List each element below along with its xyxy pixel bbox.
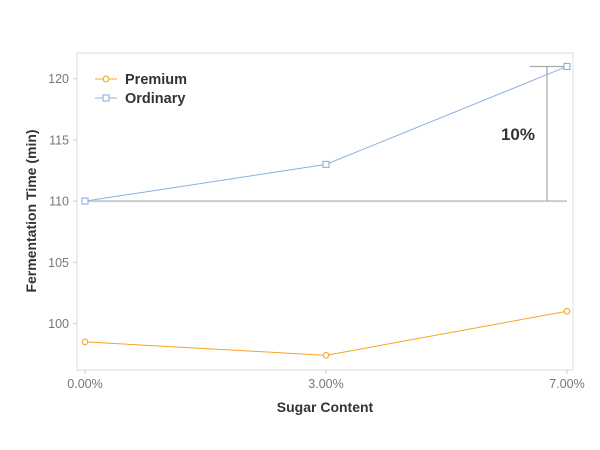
x-axis-label: Sugar Content (277, 399, 374, 415)
legend-label: Ordinary (125, 91, 185, 107)
data-point (563, 62, 571, 71)
legend-item-premium[interactable]: Premium (95, 72, 187, 88)
series-premium (81, 307, 571, 359)
y-tick-label: 105 (48, 256, 69, 270)
data-point (81, 338, 89, 346)
y-axis-label: Fermentation Time (min) (23, 129, 39, 292)
x-tick-label: 7.00% (549, 377, 584, 391)
annotation-label: 10% (501, 125, 535, 144)
data-point (81, 197, 89, 205)
y-tick-label: 100 (48, 317, 69, 331)
data-point (322, 351, 330, 359)
x-tick-label: 0.00% (67, 377, 102, 391)
legend-item-ordinary[interactable]: Ordinary (95, 91, 185, 107)
legend-label: Premium (125, 72, 187, 88)
series-ordinary (81, 62, 571, 205)
legend-marker (102, 75, 110, 83)
y-tick-label: 115 (49, 133, 69, 147)
data-point (322, 160, 330, 168)
data-point (563, 307, 571, 315)
y-tick-label: 120 (48, 72, 69, 86)
x-tick-label: 3.00% (308, 377, 343, 391)
plot-area (76, 52, 574, 371)
legend-marker (102, 94, 110, 102)
y-tick-label: 110 (49, 195, 69, 209)
